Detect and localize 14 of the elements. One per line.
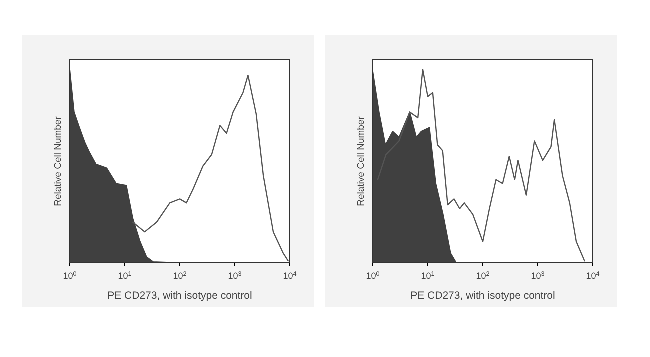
x-tick-label: 10$^{1}$ bbox=[421, 270, 436, 281]
x-tick-label: 10$^{2}$ bbox=[173, 270, 188, 281]
x-tick-label: 10$^{2}$ bbox=[476, 270, 490, 281]
x-tick-label: 10$^{4}$ bbox=[586, 270, 600, 281]
x-tick-label: 10$^{4}$ bbox=[283, 270, 298, 281]
x-axis-title: PE CD273, with isotype control bbox=[410, 290, 556, 302]
y-axis-title: Relative Cell Number bbox=[356, 116, 367, 206]
x-tick-label: 10$^{1}$ bbox=[118, 270, 132, 281]
x-axis-title: PE CD273, with isotype control bbox=[108, 290, 252, 302]
x-tick-label: 10$^{3}$ bbox=[228, 270, 242, 281]
x-tick-label: 10$^{0}$ bbox=[63, 270, 78, 281]
y-axis-title: Relative Cell Number bbox=[53, 116, 64, 206]
x-tick-label: 10$^{3}$ bbox=[531, 270, 546, 281]
x-tick-label: 10$^{0}$ bbox=[366, 270, 380, 281]
